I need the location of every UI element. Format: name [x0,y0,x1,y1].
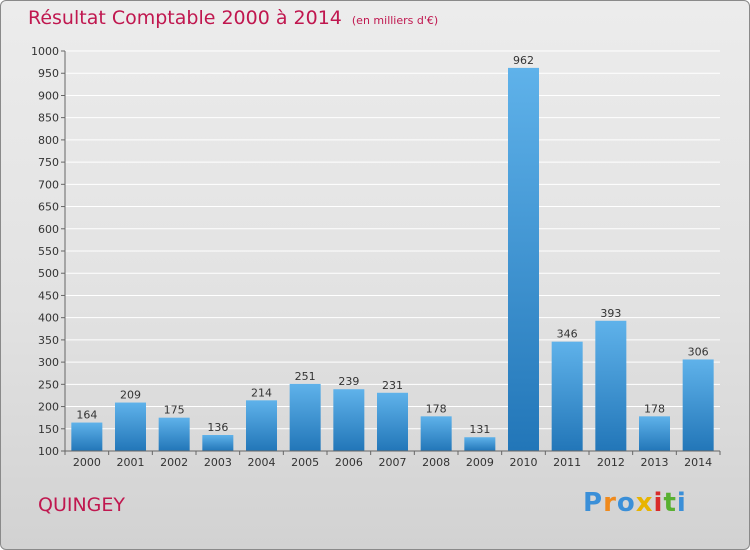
chart-unit-note: (en milliers d'€) [351,14,439,27]
y-tick-label: 500 [38,267,59,280]
data-label: 251 [295,370,316,383]
bar [202,435,234,451]
chart-title: Résultat Comptable 2000 à 2014 (en millie… [28,7,438,29]
y-tick-label: 400 [38,312,59,325]
y-tick-label: 550 [38,245,59,258]
data-label: 239 [338,375,359,388]
logo-letter: x [635,488,654,518]
bar [115,402,146,451]
bar [246,400,277,451]
bar [333,389,365,451]
y-tick-label: 1000 [31,45,59,58]
data-label: 178 [644,402,665,415]
logo-letter: r [603,488,617,518]
x-tick-label: 2007 [379,456,407,469]
bar [289,383,321,451]
logo-letter: P [583,488,604,518]
x-tick-label: 2001 [117,456,145,469]
y-tick-label: 450 [38,289,59,302]
x-tick-label: 2012 [597,456,625,469]
x-tick-label: 2008 [422,456,450,469]
bar [464,437,496,451]
logo-letter: o [616,488,636,518]
y-tick-label: 300 [38,356,59,369]
y-tick-label: 850 [38,112,59,125]
data-label: 962 [513,54,534,67]
y-tick-label: 200 [38,401,59,414]
proxiti-logo: Proxiti [583,488,687,518]
bar [377,392,408,451]
data-label: 136 [207,421,228,434]
x-tick-label: 2005 [291,456,319,469]
data-label: 393 [600,307,621,320]
bar [639,416,670,451]
data-label: 231 [382,379,403,392]
data-label: 164 [76,409,97,422]
logo-letter: t [663,488,677,518]
x-tick-label: 2000 [73,456,101,469]
x-tick-label: 2009 [466,456,494,469]
y-tick-label: 800 [38,134,59,147]
x-tick-label: 2013 [641,456,669,469]
y-tick-label: 150 [38,423,59,436]
y-tick-label: 350 [38,334,59,347]
logo-letter: i [676,488,687,518]
x-tick-label: 2010 [510,456,538,469]
y-tick-label: 650 [38,201,59,214]
x-tick-label: 2002 [160,456,188,469]
bar [420,416,452,451]
location-label: QUINGEY [38,494,126,516]
y-tick-label: 250 [38,378,59,391]
bar [551,341,583,451]
data-label: 214 [251,386,272,399]
x-tick-label: 2006 [335,456,363,469]
data-label: 346 [557,328,578,341]
x-tick-label: 2003 [204,456,232,469]
data-label: 306 [688,345,709,358]
bar [508,67,539,451]
y-tick-label: 100 [38,445,59,458]
data-label: 178 [426,402,447,415]
y-tick-label: 950 [38,67,59,80]
y-tick-label: 700 [38,178,59,191]
y-tick-label: 600 [38,223,59,236]
x-tick-label: 2004 [248,456,276,469]
data-label: 209 [120,389,141,402]
logo-letter: i [653,488,664,518]
chart-title-main: Résultat Comptable 2000 à 2014 [28,7,342,29]
y-tick-label: 750 [38,156,59,169]
data-label: 131 [469,423,490,436]
bar [682,359,714,451]
data-label: 175 [164,404,185,417]
bar [595,320,627,451]
bar [158,417,190,451]
x-tick-label: 2011 [553,456,581,469]
x-tick-label: 2014 [684,456,712,469]
y-tick-label: 900 [38,89,59,102]
bar [71,422,103,451]
